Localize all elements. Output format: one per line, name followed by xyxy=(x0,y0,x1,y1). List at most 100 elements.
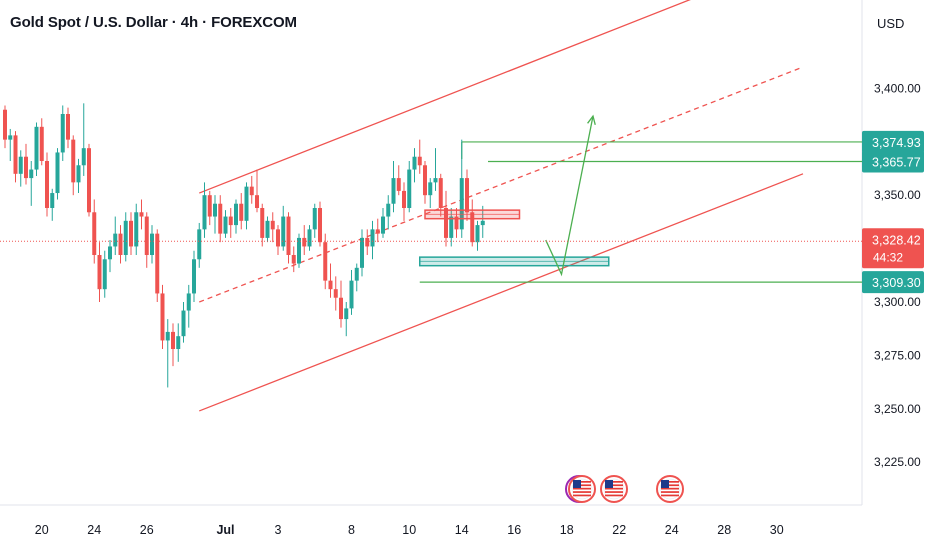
candle-body xyxy=(449,216,454,238)
candle-body xyxy=(349,280,354,309)
candle-body xyxy=(123,220,128,255)
candle xyxy=(123,212,128,262)
y-tick-label: 3,250.00 xyxy=(874,402,921,416)
candle-body xyxy=(8,135,13,140)
candle-body xyxy=(87,148,91,213)
candle xyxy=(244,182,249,230)
candle-body xyxy=(265,220,270,238)
candle xyxy=(160,284,165,349)
projection-line[interactable] xyxy=(545,116,594,277)
candle-body xyxy=(176,336,181,349)
candle xyxy=(213,195,217,234)
candle xyxy=(349,269,354,315)
candle xyxy=(113,216,118,255)
candle xyxy=(34,122,39,176)
badge-bg xyxy=(862,130,924,153)
candle-body xyxy=(239,203,244,221)
candle xyxy=(71,135,76,196)
candle-body xyxy=(50,193,55,208)
x-tick-label: 24 xyxy=(665,523,679,537)
candle xyxy=(87,143,91,217)
candle-body xyxy=(328,280,333,290)
horizontal-levels[interactable] xyxy=(419,141,862,283)
candle-body xyxy=(428,182,433,196)
candle xyxy=(360,229,364,277)
candle-body xyxy=(34,126,39,170)
level-price-badge[interactable]: 3,309.30 xyxy=(862,271,924,294)
candle-body xyxy=(134,212,139,247)
candle-body xyxy=(192,259,196,294)
time-axis[interactable]: 20 24 26 Jul 3 8 10 14 16 18 22 24 28 30 xyxy=(35,523,784,537)
candle-body xyxy=(270,220,275,230)
level-price-badge[interactable]: 3,374.93 xyxy=(862,130,924,153)
trend-channel[interactable] xyxy=(199,0,804,412)
candle xyxy=(260,203,265,247)
candle xyxy=(108,240,112,273)
candle-body xyxy=(129,220,133,247)
candle-body xyxy=(386,203,391,217)
candle xyxy=(396,165,401,196)
candle-body xyxy=(354,267,359,281)
candle xyxy=(102,250,107,298)
candle-body xyxy=(417,156,422,166)
us-flag-icon[interactable] xyxy=(600,475,628,503)
candle xyxy=(181,302,186,343)
candle xyxy=(139,199,144,230)
badge-bg xyxy=(862,228,924,269)
us-flag-icon[interactable] xyxy=(565,475,596,503)
us-flag-icon[interactable] xyxy=(656,475,684,503)
candle xyxy=(381,208,385,238)
candle-body xyxy=(470,212,475,243)
level-price-badge[interactable]: 3,365.77 xyxy=(862,150,924,173)
candle xyxy=(134,203,139,255)
candle-body xyxy=(160,293,165,341)
candle xyxy=(118,225,123,264)
event-markers[interactable] xyxy=(565,475,684,503)
y-tick-label: 3,225.00 xyxy=(874,455,921,469)
candle xyxy=(39,118,44,166)
candle xyxy=(66,107,70,149)
candle xyxy=(155,229,160,302)
flag-stripe-icon xyxy=(661,491,679,493)
flag-stripe-icon xyxy=(573,481,591,483)
candle-body xyxy=(165,331,170,341)
candle-body xyxy=(181,310,186,337)
candle-body xyxy=(475,225,480,243)
channel-lower-line[interactable] xyxy=(199,173,804,412)
projection-path[interactable] xyxy=(545,114,596,277)
candle-body xyxy=(3,109,7,140)
currency-label[interactable]: USD xyxy=(877,16,905,31)
badge-countdown-label: 44:32 xyxy=(873,250,903,264)
channel-upper-line[interactable] xyxy=(199,0,698,194)
candle xyxy=(165,319,170,388)
zone-green[interactable] xyxy=(419,256,610,267)
candle-body xyxy=(454,216,459,230)
price-axis[interactable]: 3,225.00 3,250.00 3,275.00 3,300.00 3,350.00… xyxy=(862,81,924,469)
candle-body xyxy=(412,156,417,170)
candle xyxy=(265,216,270,243)
candle xyxy=(255,169,259,213)
candle-body xyxy=(76,165,81,183)
candle xyxy=(129,212,133,255)
flag-stripe-icon xyxy=(605,487,623,490)
current-price-badge[interactable]: 3,328.42 44:32 xyxy=(862,228,924,269)
channel-middle-line[interactable] xyxy=(199,66,804,303)
badge-bg xyxy=(862,271,924,294)
flag-stripe-icon xyxy=(573,487,591,490)
x-tick-label: 8 xyxy=(348,523,355,537)
candle-body xyxy=(207,195,212,217)
flag-stripe-icon xyxy=(573,491,591,493)
candle xyxy=(454,208,459,238)
candle xyxy=(92,199,97,264)
zone-red[interactable] xyxy=(424,209,521,220)
candle xyxy=(412,148,417,183)
candle xyxy=(45,152,49,217)
candle-body xyxy=(339,297,343,320)
candle-body xyxy=(323,242,328,281)
candle-body xyxy=(113,233,118,247)
candle xyxy=(407,161,412,213)
zones[interactable] xyxy=(419,209,610,267)
candle-body xyxy=(234,203,238,226)
candle-body xyxy=(228,216,233,226)
candle xyxy=(470,199,475,247)
